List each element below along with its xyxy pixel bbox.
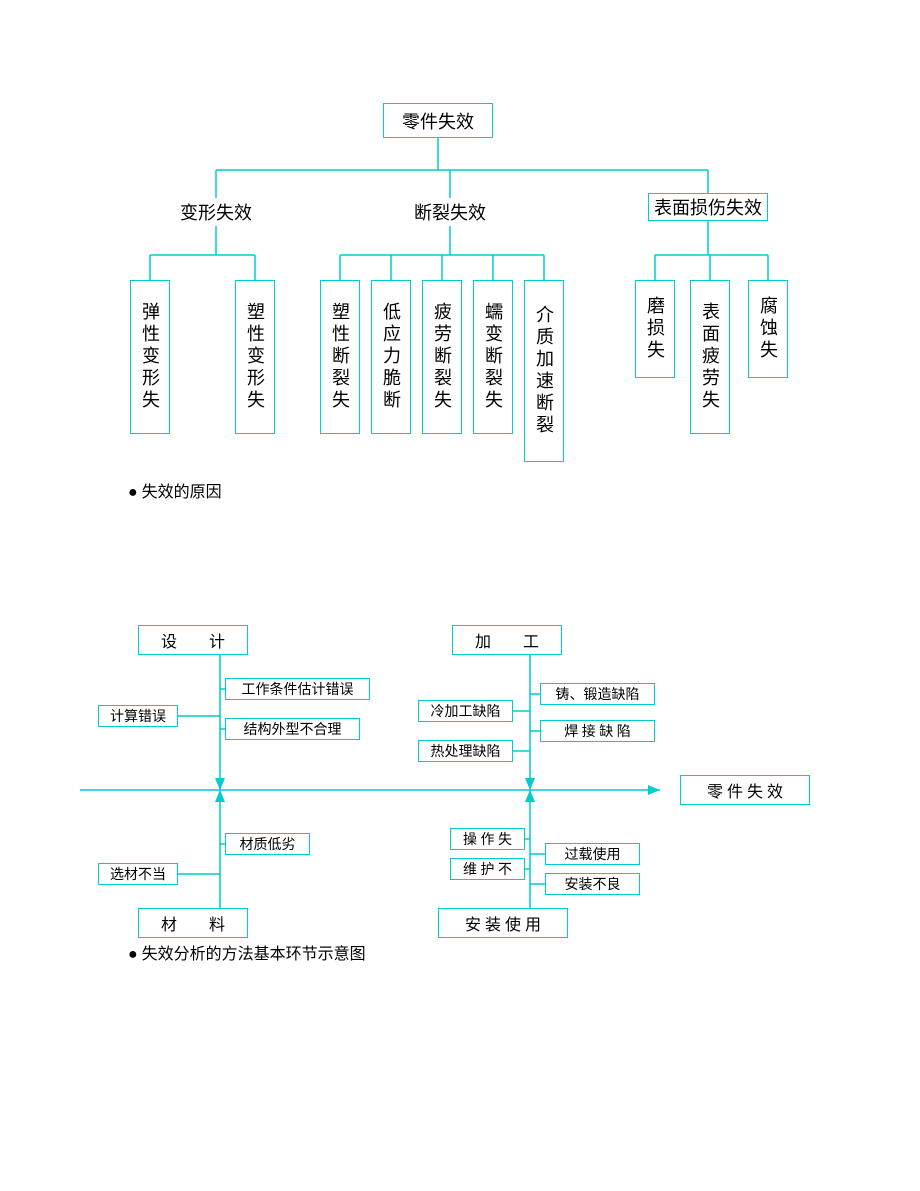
fishbone-branch-head: 设 计 xyxy=(138,625,248,655)
fishbone-item-box: 焊 接 缺 陷 xyxy=(540,720,655,742)
fishbone-item-label: 冷加工缺陷 xyxy=(431,701,501,721)
fishbone-item-box: 计算错误 xyxy=(98,705,178,727)
fishbone-branch-head-label: 设 计 xyxy=(161,628,225,652)
fishbone-item-label: 操 作 失 xyxy=(463,829,512,849)
fishbone-item-label: 结构外型不合理 xyxy=(244,719,342,739)
fishbone-item-box: 热处理缺陷 xyxy=(418,740,513,762)
fishbone-item-box: 结构外型不合理 xyxy=(225,718,360,740)
fishbone-item-label: 材质低劣 xyxy=(240,834,296,854)
fishbone-branch-head-label: 安 装 使 用 xyxy=(465,911,541,935)
fishbone-item-label: 焊 接 缺 陷 xyxy=(564,721,631,741)
fishbone-item-box: 维 护 不 xyxy=(450,858,525,880)
fishbone-item-label: 铸、锻造缺陷 xyxy=(556,684,640,704)
fishbone-item-label: 过载使用 xyxy=(565,844,621,864)
fishbone-branch-head: 安 装 使 用 xyxy=(438,908,568,938)
fishbone-item-box: 材质低劣 xyxy=(225,833,310,855)
fishbone-item-box: 冷加工缺陷 xyxy=(418,700,513,722)
fishbone-result-box: 零 件 失 效 xyxy=(680,775,810,805)
fishbone-item-box: 过载使用 xyxy=(545,843,640,865)
fishbone-item-label: 热处理缺陷 xyxy=(431,741,501,761)
fishbone-item-label: 计算错误 xyxy=(110,706,166,726)
fishbone-item-label: 维 护 不 xyxy=(463,859,512,879)
fishbone-branch-head-label: 材 料 xyxy=(161,911,225,935)
fishbone-item-box: 铸、锻造缺陷 xyxy=(540,683,655,705)
fishbone-branch-head: 加 工 xyxy=(452,625,562,655)
fishbone-branch-head-label: 加 工 xyxy=(475,628,539,652)
fishbone-item-label: 工作条件估计错误 xyxy=(242,679,354,699)
fishbone-item-label: 安装不良 xyxy=(565,874,621,894)
fishbone-item-box: 操 作 失 xyxy=(450,828,525,850)
fishbone-item-box: 工作条件估计错误 xyxy=(225,678,370,700)
fishbone-branch-head: 材 料 xyxy=(138,908,248,938)
fishbone-item-box: 安装不良 xyxy=(545,873,640,895)
fishbone-item-label: 选材不当 xyxy=(110,864,166,884)
fishbone-connectors xyxy=(0,0,920,1191)
fishbone-item-box: 选材不当 xyxy=(98,863,178,885)
fishbone-result-label: 零 件 失 效 xyxy=(707,778,783,802)
